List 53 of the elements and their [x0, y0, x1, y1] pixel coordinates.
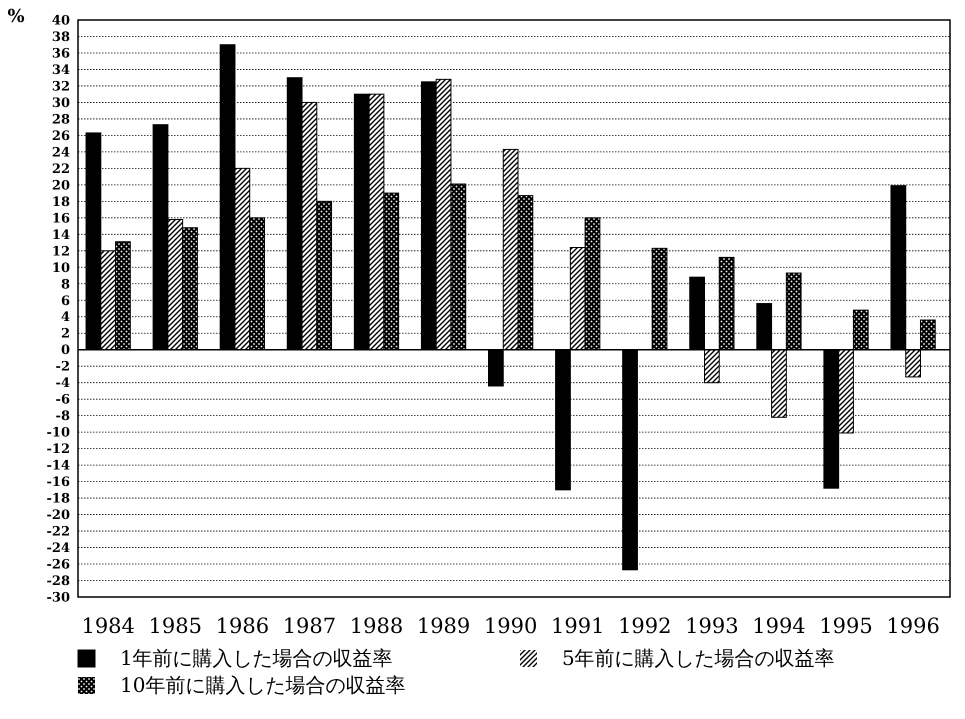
y-tick-label: 20: [52, 178, 70, 194]
x-tick-label: 1995: [819, 614, 873, 638]
x-tick-label: 1993: [685, 614, 739, 638]
x-tick-label: 1996: [886, 614, 940, 638]
x-tick-label: 1994: [752, 614, 806, 638]
y-tick-label: 0: [60, 343, 70, 358]
x-tick-label: 1989: [416, 614, 470, 638]
x-tick-label: 1987: [282, 614, 336, 638]
x-tick-label: 1986: [216, 614, 270, 638]
legend-label: 10年前に購入した場合の収益率: [120, 673, 406, 697]
y-tick-label: -6: [56, 392, 70, 408]
y-tick-label: 26: [52, 128, 70, 144]
x-tick-label: 1992: [618, 614, 672, 638]
y-tick-label: -20: [46, 508, 70, 524]
y-tick-label: 40: [52, 14, 70, 28]
y-tick-label: 16: [52, 211, 70, 226]
y-tick-label: 12: [52, 244, 70, 260]
x-tick-label: 1990: [484, 614, 538, 638]
y-tick-label: 4: [60, 310, 70, 326]
y-tick-label: 32: [52, 79, 70, 94]
y-tick-label: 24: [52, 145, 70, 160]
x-tick-label: 1991: [550, 614, 604, 638]
y-tick-label: -26: [46, 558, 70, 573]
legend-label: 1年前に購入した場合の収益率: [120, 646, 393, 670]
y-tick-label: -28: [46, 574, 70, 590]
y-tick-label: 8: [60, 277, 70, 292]
y-tick-label: 38: [52, 30, 70, 45]
y-tick-label: 6: [60, 294, 70, 309]
y-tick-label: -8: [56, 409, 70, 424]
y-tick-label: -30: [46, 590, 70, 606]
y-tick-label: -12: [46, 442, 70, 458]
y-tick-label: -18: [46, 492, 70, 507]
y-tick-label: 28: [52, 112, 70, 128]
y-tick-label: -4: [56, 376, 70, 392]
legend-label: 5年前に購入した場合の収益率: [562, 646, 835, 670]
y-tick-label: 18: [52, 194, 70, 210]
y-tick-label: -2: [56, 360, 70, 375]
y-tick-label: -24: [46, 541, 70, 556]
x-tick-label: 1984: [81, 614, 135, 638]
y-tick-label: -14: [46, 458, 70, 474]
y-tick-label: 34: [52, 62, 70, 78]
y-tick-label: 30: [52, 96, 70, 111]
y-tick-label: 10: [52, 260, 70, 276]
y-axis-title: %: [7, 6, 25, 27]
y-tick-label: 2: [60, 326, 70, 342]
y-tick-label: 36: [52, 46, 70, 62]
y-tick-label: -16: [46, 475, 70, 490]
y-tick-label: 14: [52, 228, 70, 243]
y-tick-label: 22: [52, 162, 70, 177]
y-tick-label: -22: [46, 524, 70, 540]
x-tick-label: 1985: [148, 614, 202, 638]
y-tick-label: -10: [46, 426, 70, 441]
x-tick-label: 1988: [350, 614, 404, 638]
